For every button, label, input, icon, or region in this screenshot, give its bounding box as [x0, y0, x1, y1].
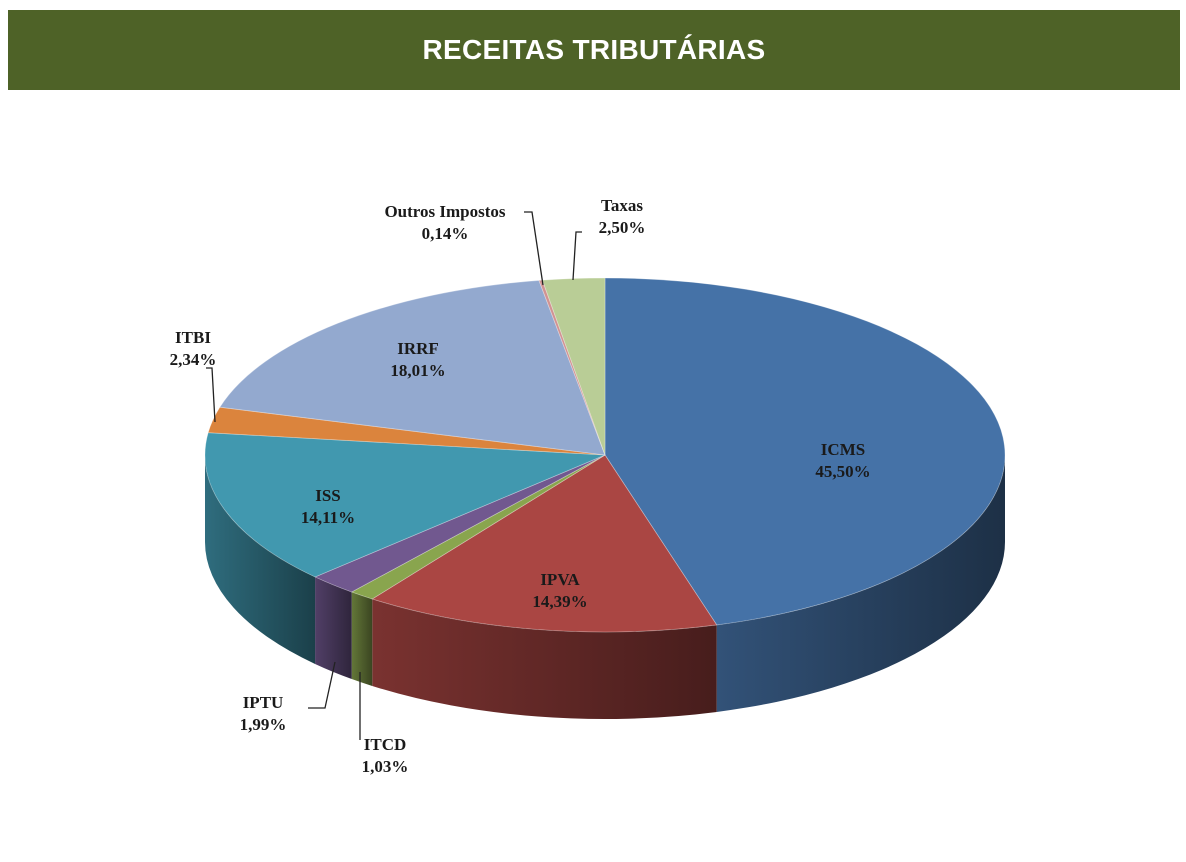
pie-side-iptu	[315, 576, 352, 679]
slice-label-taxas: Taxas	[601, 196, 643, 215]
pie-slice-itbi	[207, 406, 606, 456]
pie-slice-irrf	[219, 280, 606, 456]
pie-slice-itcd	[350, 454, 606, 600]
slice-value-itbi: 2,34%	[170, 350, 217, 369]
leader-line-taxas	[572, 231, 582, 281]
page-header: RECEITAS TRIBUTÁRIAS	[8, 10, 1180, 90]
pie-side-iss	[205, 455, 316, 664]
slice-label-irrf: IRRF	[397, 339, 439, 358]
pie-slice-ipva	[371, 454, 718, 633]
pie-side-icms	[716, 455, 1005, 712]
pie-leader-lines	[206, 211, 582, 740]
slice-value-iptu: 1,99%	[240, 715, 287, 734]
slice-value-outros-impostos: 0,14%	[422, 224, 469, 243]
pie-side-itcd	[351, 591, 373, 686]
slice-value-irrf: 18,01%	[390, 361, 445, 380]
slice-label-iss: ISS	[315, 486, 341, 505]
pie-side-ipva	[372, 598, 717, 720]
slice-value-icms: 45,50%	[815, 462, 870, 481]
slice-value-itcd: 1,03%	[362, 757, 409, 776]
slice-value-taxas: 2,50%	[599, 218, 646, 237]
slice-value-iss: 14,11%	[301, 508, 355, 527]
slice-label-iptu: IPTU	[243, 693, 284, 712]
leader-line-iptu	[308, 661, 336, 709]
leader-line-outros-impostos	[524, 211, 544, 286]
leader-line-itbi	[206, 367, 216, 423]
page-title: RECEITAS TRIBUTÁRIAS	[422, 34, 766, 65]
pie-slice-iptu	[314, 454, 606, 593]
pie-labels: ICMS 45,50% IPVA 14,39% ITCD 1,03% IPTU 1,99% IS…	[170, 196, 871, 776]
pie-slice-icms	[604, 277, 1006, 626]
pie-sides	[205, 455, 1005, 720]
slice-label-ipva: IPVA	[540, 570, 580, 589]
slice-label-itcd: ITCD	[364, 735, 407, 754]
slice-label-outros-impostos: Outros Impostos	[384, 202, 505, 221]
pie-tops	[204, 277, 1006, 633]
slice-label-itbi: ITBI	[175, 328, 211, 347]
slice-value-ipva: 14,39%	[532, 592, 587, 611]
slice-label-icms: ICMS	[821, 440, 865, 459]
pie-slice-iss	[204, 432, 606, 578]
